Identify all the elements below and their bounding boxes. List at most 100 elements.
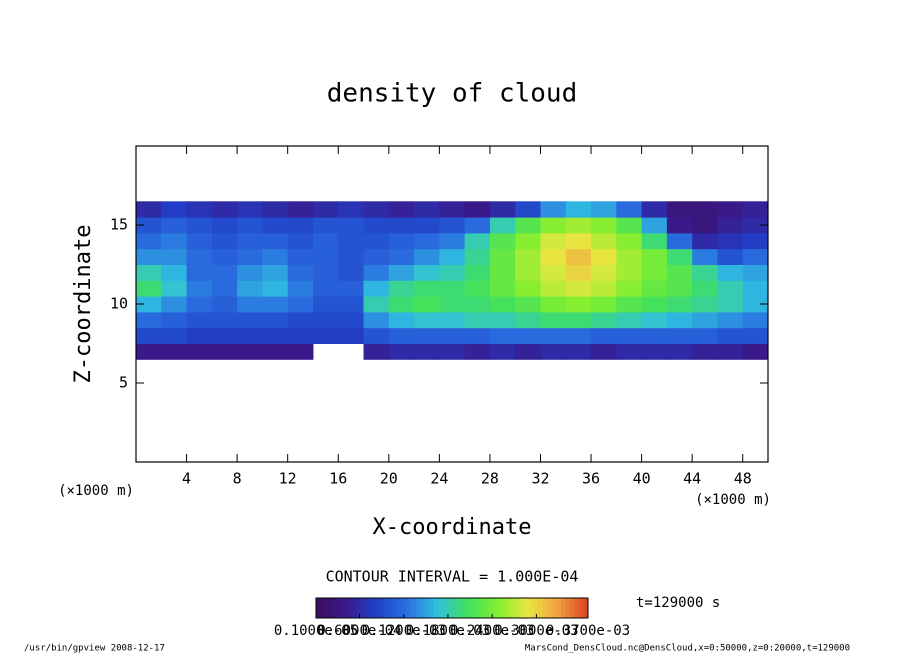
heat-cell xyxy=(262,296,289,313)
heat-cell xyxy=(439,296,466,313)
heat-cell xyxy=(338,232,365,250)
colorbar-stripe xyxy=(574,598,580,618)
heat-cell xyxy=(262,343,289,360)
y-tick-label: 5 xyxy=(119,374,128,392)
heat-cell xyxy=(388,201,415,218)
heat-cell xyxy=(641,232,668,250)
heat-cell xyxy=(287,343,314,360)
heat-cell xyxy=(464,343,491,360)
heat-cell xyxy=(186,280,213,297)
colorbar-stripe xyxy=(374,598,380,618)
heat-cell xyxy=(565,280,592,297)
heat-cell xyxy=(666,248,693,265)
heat-cell xyxy=(363,217,390,234)
heat-cell xyxy=(565,343,592,360)
heat-cell xyxy=(565,248,592,265)
x-tick-label: 20 xyxy=(380,470,398,488)
heat-cell xyxy=(439,248,466,265)
heat-cell xyxy=(464,217,491,234)
heat-cell xyxy=(692,280,718,297)
colorbar-stripe xyxy=(452,598,458,618)
heat-cell xyxy=(742,264,769,281)
heat-cell xyxy=(717,217,744,234)
heat-cell xyxy=(717,248,744,265)
chart-title: density of cloud xyxy=(327,79,577,109)
colorbar-stripe xyxy=(402,598,408,618)
colorbar-stripe xyxy=(347,598,353,618)
heat-cell xyxy=(414,248,440,265)
colorbar-stripe xyxy=(479,598,485,618)
heat-cell xyxy=(211,311,238,329)
heat-cell xyxy=(136,201,162,218)
colorbar-stripe xyxy=(325,598,331,618)
heat-cell xyxy=(312,311,339,329)
colorbar-stripe xyxy=(501,598,507,618)
heat-cell xyxy=(262,248,289,265)
colorbar-stripe xyxy=(406,598,412,618)
heat-cell xyxy=(136,327,162,344)
heat-cell xyxy=(742,217,769,234)
heat-cell xyxy=(136,248,162,265)
x-unit-left: (×1000 m) xyxy=(58,483,134,499)
heat-cell xyxy=(666,201,693,218)
colorbar-label: 0.2400e-03 xyxy=(450,623,534,639)
heat-cell xyxy=(515,343,541,360)
heat-cell xyxy=(641,327,668,344)
colorbar-stripe xyxy=(334,598,340,618)
heat-cell xyxy=(439,327,466,344)
heat-cell xyxy=(616,280,643,297)
heat-cell xyxy=(464,296,491,313)
heat-cell xyxy=(540,327,567,344)
heat-cell xyxy=(312,296,339,313)
heat-cell xyxy=(338,296,365,313)
heat-cell xyxy=(211,327,238,344)
colorbar-stripe xyxy=(483,598,489,618)
heat-cell xyxy=(312,201,339,218)
heat-cell xyxy=(692,232,718,250)
heat-cell xyxy=(287,232,314,250)
colorbar-stripe xyxy=(379,598,385,618)
heat-cell xyxy=(363,248,390,265)
heat-cell xyxy=(211,201,238,218)
heat-cell xyxy=(414,280,440,297)
heat-cell xyxy=(464,327,491,344)
heat-cell xyxy=(312,280,339,297)
colorbar-stripe xyxy=(547,598,553,618)
x-tick-label: 24 xyxy=(430,470,448,488)
heat-cell xyxy=(540,217,567,234)
heat-cell xyxy=(565,327,592,344)
colorbar-stripe xyxy=(560,598,566,618)
heat-cell xyxy=(414,296,440,313)
heat-cell xyxy=(312,327,339,344)
heat-cell xyxy=(666,343,693,360)
colorbar-stripe xyxy=(338,598,344,618)
heat-cell xyxy=(287,311,314,329)
heat-cell xyxy=(136,264,162,281)
heat-cell xyxy=(338,327,365,344)
heat-cell xyxy=(338,248,365,265)
heat-cell xyxy=(414,217,440,234)
heat-cell xyxy=(161,217,188,234)
colorbar-stripe xyxy=(465,598,471,618)
x-tick-label: 16 xyxy=(329,470,347,488)
heat-cell xyxy=(540,248,567,265)
heat-cell xyxy=(616,343,643,360)
heat-cell xyxy=(186,264,213,281)
colorbar-stripe xyxy=(497,598,503,618)
heat-cell xyxy=(641,248,668,265)
colorbar-stripe xyxy=(420,598,426,618)
heat-cell xyxy=(464,264,491,281)
x-tick-label: 32 xyxy=(531,470,549,488)
colorbar-label: 0.3700e-03 xyxy=(546,623,630,639)
heat-cell xyxy=(186,217,213,234)
footer-left: /usr/bin/gpview 2008-12-17 xyxy=(24,644,165,654)
heat-cell xyxy=(186,232,213,250)
colorbar-stripe xyxy=(329,598,335,618)
colorbar-stripe xyxy=(384,598,390,618)
colorbar-stripe xyxy=(433,598,439,618)
heat-cell xyxy=(565,217,592,234)
heat-cell xyxy=(363,327,390,344)
heat-cell xyxy=(666,311,693,329)
heat-cell xyxy=(591,327,617,344)
heat-cell xyxy=(237,248,263,265)
